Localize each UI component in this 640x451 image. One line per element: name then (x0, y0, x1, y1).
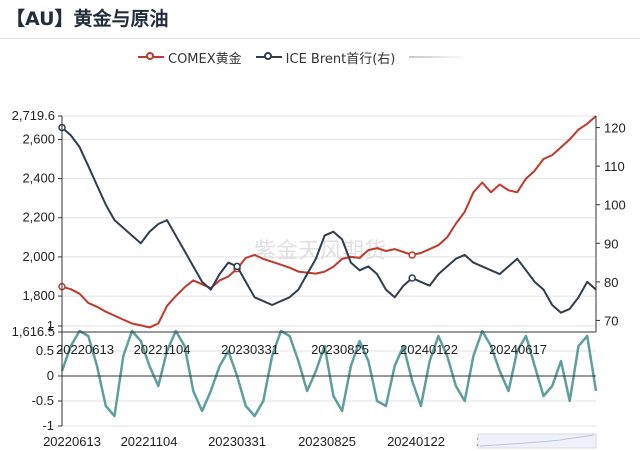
top-x-tick-label: 20221104 (134, 342, 191, 357)
bottom-y-tick-label: 0 (47, 368, 54, 383)
legend-item-brent[interactable]: ICE Brent首行(右) (255, 48, 396, 67)
legend-label-gold: COMEX黄金 (168, 51, 242, 67)
bottom-y-tick-label: 0.5 (36, 343, 54, 358)
brent-point[interactable] (408, 274, 416, 282)
legend-scroll-fade (409, 56, 470, 58)
bottom-x-tick-label: 20230825 (298, 434, 356, 449)
right-tick-label: 70 (604, 313, 618, 328)
legend-item-gold[interactable]: COMEX黄金 (138, 48, 242, 67)
chart-legend: COMEX黄金 ICE Brent首行(右) (138, 46, 470, 68)
correlation-series-line[interactable] (60, 329, 598, 418)
right-tick-label: 100 (604, 198, 626, 213)
top-panel-series (58, 115, 597, 329)
top-x-tick-label: 20220613 (56, 342, 114, 357)
left-tick-label: 1,800 (22, 288, 55, 303)
right-tick-label: 80 (604, 275, 618, 290)
page-title: 【AU】黄金与原油 (6, 8, 169, 30)
brent-series-line[interactable] (61, 126, 597, 314)
chart-axes (61, 116, 597, 426)
bottom-y-tick-label: -0.5 (32, 393, 54, 408)
right-tick-label: 90 (604, 236, 618, 251)
bottom-x-tick-label: 20221104 (121, 434, 178, 449)
right-axis-ticks: 70 80 90 100 110 120 (596, 121, 626, 328)
left-axis-ticks: 1,616.5 1,800 2,000 2,200 2,400 2,600 2,719.6 (12, 108, 62, 339)
left-tick-label: 2,600 (22, 131, 55, 146)
top-x-tick-label: 20230331 (221, 342, 279, 357)
legend-label-brent: ICE Brent首行(右) (285, 51, 396, 67)
zoom-slider[interactable] (477, 433, 597, 449)
bottom-y-axis-ticks: -1 -0.5 0 0.5 1 (32, 318, 62, 433)
top-x-axis-ticks: 20220613 20221104 20230331 20230825 20240122… (56, 342, 547, 357)
bottom-panel-series (60, 329, 598, 418)
left-tick-label: 2,200 (22, 210, 55, 225)
right-tick-label: 110 (604, 159, 625, 174)
bottom-x-axis-ticks: 20220613 20221104 20230331 20230825 20240122… (43, 434, 534, 449)
bottom-x-tick-label: 20240122 (387, 434, 445, 449)
legend-swatch-brent (255, 51, 282, 63)
zoom-slider-window[interactable] (477, 433, 597, 449)
brent-point[interactable] (233, 262, 241, 271)
left-tick-label: 1,616.5 (12, 324, 55, 339)
bottom-x-tick-label: 20230331 (208, 434, 266, 449)
legend-swatch-gold (138, 51, 164, 63)
gold-point[interactable] (408, 251, 416, 259)
left-tick-label: 2,719.6 (12, 108, 55, 123)
left-tick-label: 2,400 (22, 171, 55, 186)
title-divider (0, 38, 640, 39)
top-x-tick-label: 20240617 (489, 342, 547, 357)
top-x-tick-label: 20230825 (311, 342, 369, 357)
watermark-text: 紫金天风期货 (254, 239, 386, 264)
top-x-tick-label: 20240122 (400, 342, 458, 357)
top-panel-grid (62, 115, 596, 297)
gold-series-line[interactable] (61, 115, 597, 329)
bottom-y-tick-label: 1 (47, 318, 54, 333)
left-tick-label: 2,000 (22, 249, 55, 264)
zoom-slider-preview (479, 434, 595, 447)
bottom-y-tick-label: -1 (42, 418, 54, 433)
bottom-x-tick-label: 20220613 (43, 434, 101, 449)
right-tick-label: 120 (604, 121, 626, 136)
